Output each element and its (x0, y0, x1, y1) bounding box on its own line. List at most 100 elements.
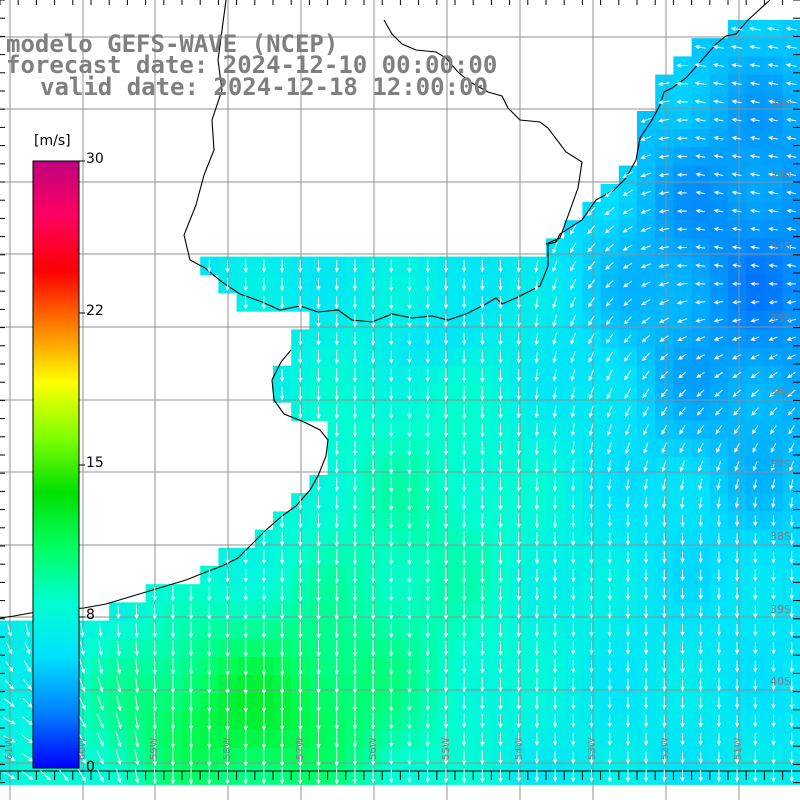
lat-label: 33S (770, 167, 791, 180)
wind-arrow (768, 354, 778, 360)
wind-arrow (425, 622, 430, 639)
wind-arrow (589, 586, 594, 601)
wind-arrow (480, 459, 485, 474)
wind-arrow (571, 659, 576, 674)
wind-arrow (768, 227, 778, 232)
wind-arrow (115, 713, 122, 730)
wind-arrow (96, 731, 104, 747)
colorbar (32, 160, 85, 769)
wind-arrow (789, 497, 794, 509)
wind-arrow (279, 767, 285, 785)
wind-arrow (589, 714, 594, 728)
wind-arrow (443, 604, 449, 621)
wind-arrow (243, 259, 248, 274)
wind-arrow (170, 622, 176, 639)
wind-arrow (733, 407, 741, 416)
wind-arrow (443, 332, 449, 346)
wind-arrow (768, 318, 778, 323)
wind-arrow (425, 476, 430, 493)
wind-arrow (767, 135, 778, 141)
wind-arrow (662, 623, 667, 637)
wind-arrow (713, 354, 724, 360)
wind-arrow (534, 677, 540, 693)
wind-arrow (698, 642, 703, 655)
wind-arrow (407, 277, 412, 292)
wind-arrow (498, 422, 503, 438)
wind-arrow (480, 677, 485, 693)
wind-arrow (625, 642, 631, 655)
wind-arrow (298, 368, 303, 383)
wind-arrow (698, 496, 703, 509)
wind-arrow (389, 640, 394, 657)
wind-arrow (753, 587, 758, 601)
wind-arrow (516, 350, 521, 364)
wind-arrow (643, 769, 649, 783)
wind-arrow (787, 407, 796, 416)
wind-arrow (516, 423, 521, 438)
wind-arrow (534, 568, 540, 583)
wind-arrow (661, 424, 668, 435)
wind-arrow (694, 300, 706, 305)
wind-arrow (607, 550, 612, 565)
wind-arrow (588, 387, 594, 400)
wind-arrow (40, 770, 52, 781)
wind-arrow (480, 659, 485, 674)
wind-arrow (425, 350, 430, 364)
wind-arrow (461, 440, 467, 456)
wind-arrow (552, 314, 558, 328)
wind-arrow (753, 515, 758, 527)
wind-arrow (662, 714, 667, 728)
wind-arrow (152, 658, 157, 675)
wind-arrow (207, 657, 212, 676)
wind-arrow (534, 332, 539, 346)
wind-arrow (443, 659, 449, 675)
wind-arrow (407, 440, 412, 457)
wind-arrow (243, 748, 248, 767)
wind-arrow (498, 549, 503, 566)
wind-arrow (261, 730, 267, 749)
wind-arrow (352, 277, 358, 292)
wind-arrow (261, 621, 267, 639)
wind-arrow (698, 460, 704, 472)
wind-arrow (713, 281, 724, 287)
wind-arrow (624, 387, 632, 400)
wind-arrow (768, 281, 778, 287)
wind-arrow (407, 694, 412, 712)
wind-arrow (443, 585, 449, 602)
wind-arrow (316, 748, 321, 767)
wind-arrow (657, 81, 670, 87)
wind-arrow (316, 639, 321, 658)
wind-arrow (552, 550, 558, 565)
wind-arrow (389, 549, 394, 566)
wind-arrow (461, 549, 467, 566)
wind-arrow (261, 550, 267, 565)
wind-arrow (370, 368, 376, 383)
wind-arrow (676, 318, 688, 323)
forecast-date: forecast date: 2024-12-10 00:00:00 (6, 51, 498, 79)
wind-arrow (698, 660, 703, 674)
wind-arrow (680, 696, 685, 710)
wind-arrow (498, 622, 503, 638)
wind-arrow (734, 551, 740, 564)
wind-arrow (716, 605, 722, 619)
wind-arrow (534, 441, 539, 456)
wind-arrow (188, 694, 194, 713)
lon-label: 51W (733, 737, 744, 760)
wind-arrow (389, 386, 394, 401)
wind-arrow (516, 550, 521, 565)
colorbar-tick-0: 0 (86, 759, 95, 775)
wind-arrow (677, 335, 687, 342)
wind-arrow (552, 677, 558, 693)
wind-arrow (334, 459, 339, 474)
wind-arrow (498, 404, 503, 420)
wind-arrow (753, 678, 758, 691)
wind-arrow (425, 750, 430, 766)
wind-arrow (298, 350, 303, 365)
wind-arrow (98, 623, 103, 638)
wind-arrow (789, 642, 794, 655)
wind-arrow (658, 154, 670, 159)
wind-arrow (661, 460, 667, 473)
wind-arrow (643, 442, 649, 454)
lon-label: 59W (149, 737, 160, 760)
wind-arrow (188, 586, 194, 602)
